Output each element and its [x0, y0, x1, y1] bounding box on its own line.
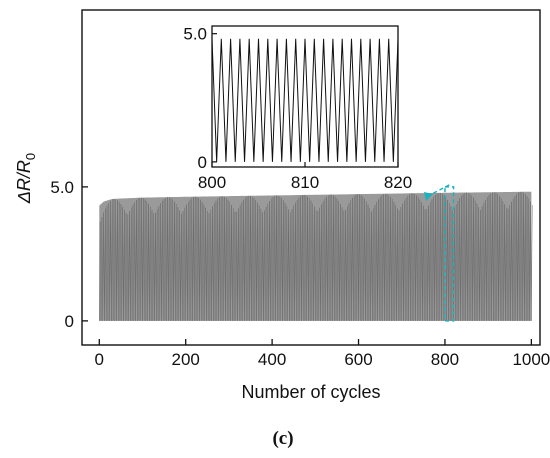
figure-caption: (c)	[272, 428, 293, 449]
inset-y-tick-label: 5.0	[183, 25, 207, 44]
zoom-arrowhead	[424, 192, 433, 201]
inset-x-tick-label: 800	[198, 173, 226, 192]
inset-x-tick-label: 820	[384, 173, 412, 192]
x-tick-label: 400	[258, 350, 286, 369]
inset-x-axis: 800 810 820	[198, 162, 412, 192]
x-tick-label: 1000	[512, 350, 550, 369]
x-tick-label: 0	[95, 350, 104, 369]
main-plot-frame	[81, 9, 541, 346]
y-axis-title-subscript: 0	[23, 153, 38, 160]
main-y-axis: 05.0	[50, 178, 88, 331]
y-axis-title: ΔR/R0	[14, 153, 38, 204]
inset-plot: 800 810 820 05.0	[183, 25, 412, 192]
series-signal-cycles	[99, 191, 533, 321]
x-tick-label: 800	[431, 350, 459, 369]
inset-y-axis: 05.0	[183, 25, 217, 172]
y-tick-label: 0	[65, 312, 74, 331]
inset-series-line	[211, 38, 399, 162]
main-plot: 0 200 400 600 800 1000 05.0 Number of cycles …	[14, 9, 550, 402]
x-axis-title: Number of cycles	[241, 382, 380, 402]
zoom-arrow	[427, 184, 450, 197]
x-tick-label: 600	[344, 350, 372, 369]
x-tick-label: 200	[172, 350, 200, 369]
inset-y-tick-label: 0	[198, 153, 207, 172]
y-tick-label: 5.0	[50, 178, 74, 197]
y-axis-title-main: ΔR/R	[14, 160, 34, 204]
inset-x-tick-label: 810	[291, 173, 319, 192]
zoom-highlight-box	[444, 186, 455, 322]
main-x-axis: 0 200 400 600 800 1000	[95, 339, 550, 369]
series-signal-texture	[99, 191, 533, 321]
